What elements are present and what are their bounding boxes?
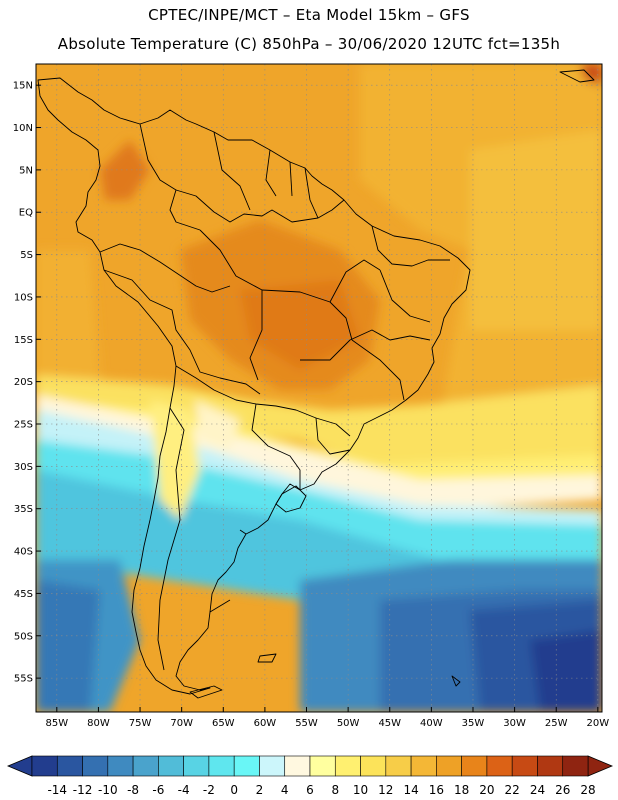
colorbar-label: -2	[203, 783, 215, 797]
lon-label: 55W	[295, 718, 318, 729]
lat-label: 15N	[13, 81, 33, 92]
colorbar-swatch	[158, 755, 184, 777]
lat-label: 40S	[14, 547, 33, 558]
colorbar-label: 26	[555, 783, 570, 797]
colorbar-label: -6	[152, 783, 164, 797]
colorbar-lower-arrow	[6, 755, 33, 777]
colorbar-swatch	[562, 755, 589, 777]
lat-label: 45S	[14, 589, 33, 600]
lat-label: 10N	[13, 123, 33, 134]
lon-label: 20W	[587, 718, 610, 729]
lon-label: 45W	[378, 718, 401, 729]
colorbar-label: 10	[353, 783, 368, 797]
lon-label: 30W	[503, 718, 526, 729]
latitude-labels: 15N 10N 5N EQ 5S 10S 15S 20S 25S 30S 35S 40S 45S 50S 5…	[13, 81, 41, 685]
colorbar-label: 6	[306, 783, 314, 797]
colorbar-swatch	[82, 755, 109, 777]
colorbar-label: 24	[530, 783, 545, 797]
colorbar-swatch	[309, 755, 336, 777]
lon-label: 40W	[420, 718, 443, 729]
colorbar-swatch	[360, 755, 387, 777]
colorbar-label: 22	[505, 783, 520, 797]
colorbar-label: 28	[580, 783, 595, 797]
lat-label: 25S	[14, 420, 33, 431]
longitude-labels: 85W 80W 75W 70W 65W 60W 55W 50W 45W 40W 35W 30W 25W 2…	[45, 707, 609, 729]
colorbar-label: 18	[454, 783, 469, 797]
lat-label: 5S	[20, 250, 33, 261]
colorbar-swatch	[107, 755, 134, 777]
map-frame	[35, 63, 603, 713]
colorbar-swatch	[537, 755, 564, 777]
colorbar-label: 4	[281, 783, 289, 797]
lon-label: 70W	[170, 718, 193, 729]
lon-label: 35W	[462, 718, 485, 729]
lon-label: 60W	[254, 718, 277, 729]
colorbar-label: -10	[98, 783, 118, 797]
map-title: CPTEC/INPE/MCT – Eta Model 15km – GFS	[148, 6, 470, 24]
map-subtitle: Absolute Temperature (C) 850hPa – 30/06/…	[57, 35, 561, 53]
colorbar-label: 0	[230, 783, 238, 797]
colorbar: -14 -12 -10 -8 -6 -4 -2 0 2 4 6 8 10 12 14 16 18 20 22 24 26…	[6, 755, 614, 797]
colorbar-swatch	[385, 755, 412, 777]
lon-label: 50W	[337, 718, 360, 729]
lon-label: 75W	[129, 718, 152, 729]
lat-label: 15S	[14, 335, 33, 346]
colorbar-label: -4	[178, 783, 190, 797]
colorbar-swatch	[31, 755, 58, 777]
colorbar-swatch	[233, 755, 260, 777]
temperature-field	[36, 64, 602, 712]
lat-label: EQ	[19, 208, 33, 219]
colorbar-label: 8	[331, 783, 339, 797]
colorbar-swatch	[461, 755, 488, 777]
colorbar-swatch	[284, 755, 311, 777]
colorbar-swatch	[410, 755, 437, 777]
colorbar-upper-arrow	[587, 755, 614, 777]
colorbar-label: -12	[73, 783, 93, 797]
lat-label: 30S	[14, 462, 33, 473]
lat-label: 55S	[14, 674, 33, 685]
lat-label: 35S	[14, 504, 33, 515]
colorbar-swatch	[259, 755, 286, 777]
colorbar-swatch	[486, 755, 513, 777]
colorbar-label: 14	[403, 783, 418, 797]
coastlines	[37, 69, 595, 699]
lat-label: 20S	[14, 377, 33, 388]
colorbar-label: -8	[127, 783, 139, 797]
colorbar-swatch	[436, 755, 462, 777]
colorbar-label: 16	[429, 783, 444, 797]
lon-label: 65W	[212, 718, 235, 729]
colorbar-label: -14	[47, 783, 67, 797]
colorbar-swatch	[511, 755, 538, 777]
lat-label: 50S	[14, 631, 33, 642]
colorbar-swatch	[132, 755, 159, 777]
lon-label: 80W	[87, 718, 110, 729]
colorbar-label: 12	[378, 783, 393, 797]
colorbar-label: 20	[479, 783, 494, 797]
lon-label: 25W	[545, 718, 568, 729]
colorbar-swatch	[183, 755, 210, 777]
colorbar-swatch	[208, 755, 235, 777]
lat-label: 5N	[19, 165, 33, 176]
colorbar-swatch	[56, 755, 83, 777]
lat-label: 10S	[14, 292, 33, 303]
colorbar-swatch	[334, 755, 361, 777]
colorbar-label: 2	[256, 783, 264, 797]
lon-label: 85W	[45, 718, 68, 729]
